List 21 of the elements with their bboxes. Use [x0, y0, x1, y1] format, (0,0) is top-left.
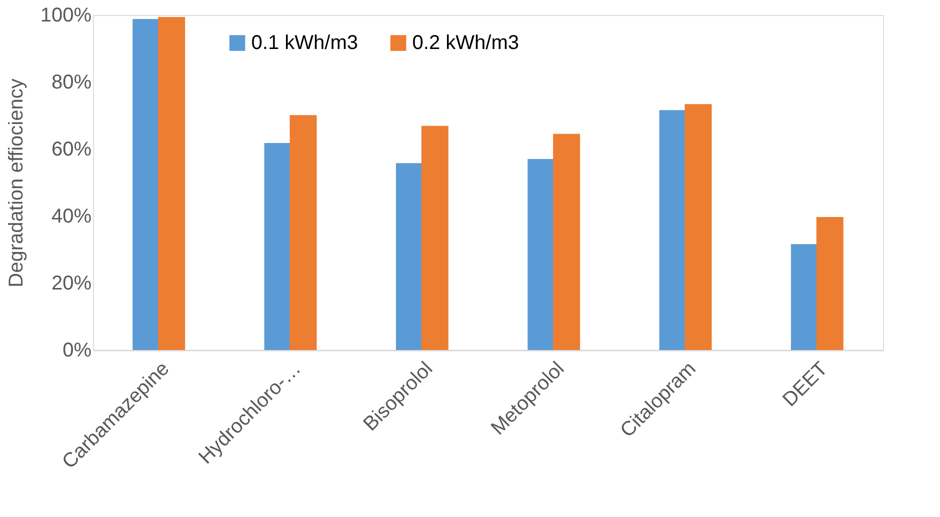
- bar: [659, 110, 686, 350]
- bar: [553, 134, 580, 350]
- legend-label: 0.2 kWh/m3: [412, 32, 520, 54]
- bar: [290, 115, 317, 350]
- y-tick-label: 20%: [51, 272, 92, 294]
- bar: [396, 163, 423, 350]
- bar: [421, 126, 448, 350]
- bar: [158, 17, 186, 350]
- legend-label: 0.1 kWh/m3: [251, 32, 358, 54]
- bar: [684, 104, 712, 350]
- y-tick-label: 0%: [62, 340, 92, 362]
- y-tick-label: 40%: [51, 206, 92, 228]
- bar: [528, 159, 555, 350]
- y-tick-label: 80%: [51, 72, 92, 94]
- y-tick-label: 100%: [40, 4, 92, 26]
- bar: [264, 142, 292, 350]
- y-axis-title: Degradation effiociency: [5, 78, 28, 288]
- bar: [816, 217, 844, 350]
- y-tick-label: 60%: [51, 138, 92, 160]
- bar: [790, 244, 818, 350]
- bar: [132, 19, 160, 350]
